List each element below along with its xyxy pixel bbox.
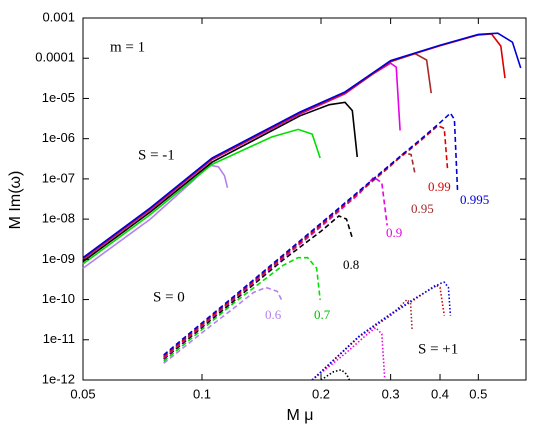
plot-frame: [82, 17, 527, 381]
y-tick-label: 1e-11: [43, 331, 75, 346]
series-line: [82, 128, 321, 265]
y-tick-label: 1e-12: [42, 371, 75, 386]
series-line: [163, 256, 321, 363]
annotation: S = -1: [138, 147, 175, 163]
y-tick-label: 1e-10: [42, 291, 75, 306]
y-tick-label: 1e-05: [42, 90, 75, 105]
x-tick-label: 0.1: [193, 386, 211, 401]
series-line: [311, 281, 452, 381]
y-tick-label: 1e-06: [42, 130, 75, 145]
annotation: 0.6: [265, 307, 282, 322]
series-line: [163, 111, 459, 356]
series-line: [82, 52, 433, 260]
series-line: [82, 32, 522, 259]
y-tick-label: 0.001: [42, 9, 75, 24]
annotation: m = 1: [110, 39, 145, 55]
annotation: S = +1: [418, 341, 458, 357]
annotation: 0.995: [460, 192, 489, 207]
series-line: [82, 33, 506, 259]
plot-area: [82, 32, 522, 381]
annotation: S = 0: [153, 289, 185, 305]
y-tick-label: 0.0001: [35, 50, 75, 65]
annotation: 0.7: [314, 307, 331, 322]
series-line: [82, 101, 359, 263]
x-tick-label: 0.4: [431, 386, 449, 401]
series-line: [163, 215, 354, 360]
y-axis-title: M Im(ω): [7, 171, 24, 230]
x-axis-title: M μ: [287, 407, 314, 424]
x-tick-label: 0.2: [312, 386, 330, 401]
series-line: [163, 286, 284, 364]
annotation: 0.9: [386, 225, 402, 240]
x-tick-label: 0.5: [469, 386, 487, 401]
annotation: 0.8: [343, 257, 359, 272]
x-tick-label: 0.3: [382, 386, 400, 401]
series-line: [82, 62, 401, 261]
y-tick-label: 1e-07: [42, 170, 75, 185]
series-line: [163, 124, 449, 357]
annotation: 0.95: [411, 201, 434, 216]
series-line: [82, 164, 229, 269]
x-tick-label: 0.05: [70, 386, 95, 401]
series-line: [311, 326, 386, 381]
annotation: 0.99: [428, 179, 451, 194]
y-tick-label: 1e-08: [42, 211, 75, 226]
series-line: [311, 284, 446, 381]
y-tick-label: 1e-09: [42, 251, 75, 266]
series-line: [320, 368, 351, 381]
